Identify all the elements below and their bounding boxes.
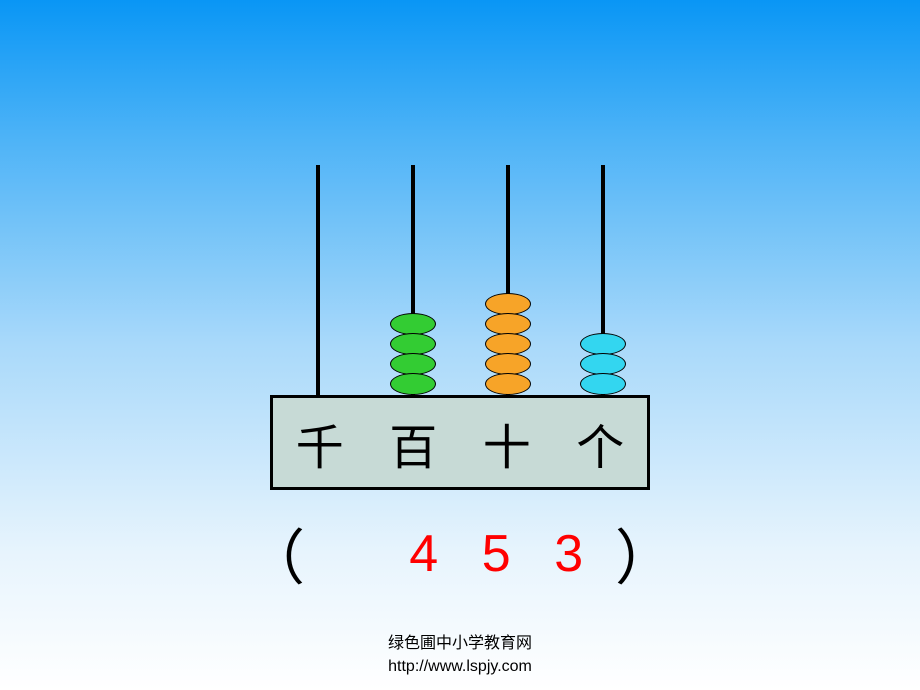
digit-0 [316, 524, 386, 584]
place-label-千: 千 [290, 408, 350, 478]
rod-千 [288, 165, 348, 395]
bead [485, 353, 531, 375]
place-label-百: 百 [383, 408, 443, 478]
digit-2: 5 [461, 524, 531, 584]
bead [485, 293, 531, 315]
abacus-rods [270, 165, 650, 395]
footer-line1: 绿色圃中小学教育网 [0, 633, 920, 655]
bead [580, 353, 626, 375]
bead [485, 333, 531, 355]
answer-row: （ 453 ） [245, 510, 675, 597]
beads-个 [580, 335, 626, 395]
bead [485, 373, 531, 395]
place-label-十: 十 [477, 408, 537, 478]
digit-3: 3 [534, 524, 604, 584]
slide: 千百十个 （ 453 ） 绿色圃中小学教育网 http://www.lspjy.… [0, 0, 920, 690]
rod-个 [573, 165, 633, 395]
rod-line [316, 165, 320, 395]
footer-line2: http://www.lspjy.com [0, 656, 920, 678]
bead [390, 353, 436, 375]
digit-1: 4 [389, 524, 459, 584]
bead [390, 373, 436, 395]
rod-十 [478, 165, 538, 395]
bead [390, 333, 436, 355]
answer-digits: 453 [305, 524, 615, 584]
bead [580, 373, 626, 395]
abacus: 千百十个 [270, 165, 650, 490]
close-paren: ） [615, 510, 675, 597]
bead [390, 313, 436, 335]
footer: 绿色圃中小学教育网 http://www.lspjy.com [0, 633, 920, 678]
beads-百 [390, 315, 436, 395]
place-label-个: 个 [570, 408, 630, 478]
beads-十 [485, 295, 531, 395]
place-label-box: 千百十个 [270, 395, 650, 490]
bead [485, 313, 531, 335]
rod-百 [383, 165, 443, 395]
bead [580, 333, 626, 355]
open-paren: （ [245, 510, 305, 597]
